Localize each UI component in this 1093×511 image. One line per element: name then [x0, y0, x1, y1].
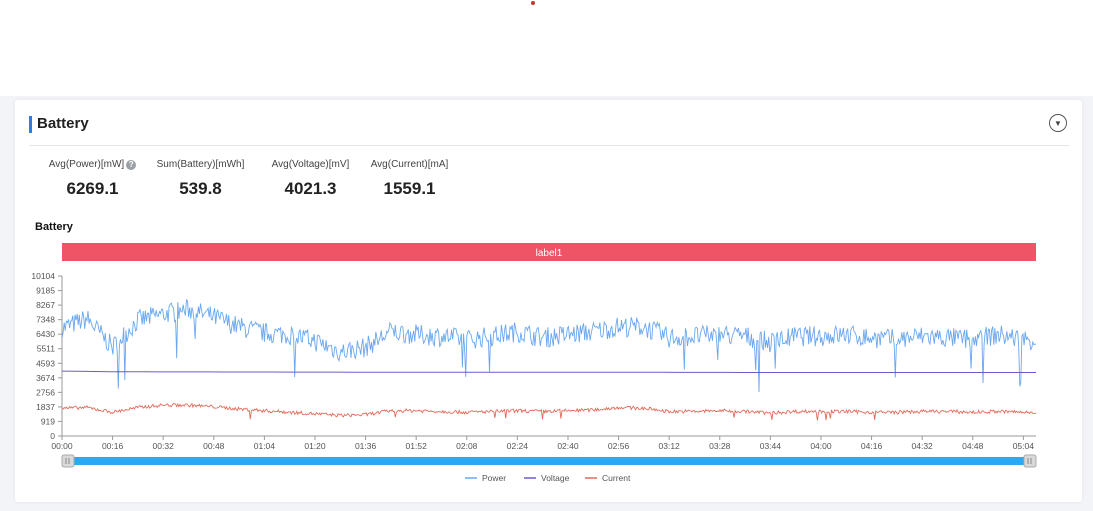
battery-line-chart: label1 0 919 1837 2756 3674 4593 5511 6430 7348 82…: [31, 243, 1037, 483]
metric-label: Avg(Power)[mW]: [48, 159, 125, 170]
metric-label: Sum(Battery)[mWh]: [156, 159, 245, 170]
zoom-slider-handle-left[interactable]: [61, 454, 75, 468]
legend-label-voltage[interactable]: Voltage: [541, 473, 570, 483]
panel-accent-bar: [29, 116, 32, 133]
metric-label: Avg(Voltage)[mV]: [271, 159, 350, 170]
x-tick-label: 01:04: [254, 441, 276, 451]
x-tick-label: 04:00: [810, 441, 832, 451]
panel-title: Battery: [37, 115, 89, 132]
y-tick-label: 7348: [36, 315, 55, 325]
y-tick-label: 919: [41, 416, 55, 426]
y-tick-label: 0: [50, 431, 55, 441]
x-tick-label: 02:08: [456, 441, 478, 451]
metric-label: Avg(Current)[mA]: [370, 159, 449, 170]
x-tick-label: 00:00: [51, 441, 73, 451]
metric-value: 1559.1: [383, 179, 436, 198]
x-tick-label: 01:36: [355, 441, 377, 451]
x-tick-label: 00:32: [153, 441, 175, 451]
x-tick-label: 00:16: [102, 441, 124, 451]
metric-value: 6269.1: [66, 179, 119, 198]
metric-avg-current: Avg(Current)[mA] 1559.1: [362, 159, 457, 199]
x-tick-label: 04:48: [962, 441, 984, 451]
metric-value: 4021.3: [284, 179, 337, 198]
metric-sum-battery: Sum(Battery)[mWh] 539.8: [153, 159, 248, 199]
y-tick-label: 10104: [31, 271, 55, 281]
x-tick-label: 02:40: [557, 441, 579, 451]
y-tick-label: 3674: [36, 373, 55, 383]
panel-header: Battery ▼: [29, 110, 1069, 146]
x-tick-label: 03:12: [659, 441, 681, 451]
zoom-slider-handle-right[interactable]: [1023, 454, 1037, 468]
series-line-current: [61, 402, 1037, 421]
x-tick-label: 04:16: [861, 441, 883, 451]
y-tick-label: 5511: [37, 344, 56, 354]
x-tick-label: 04:32: [912, 441, 934, 451]
y-tick-label: 6430: [36, 329, 55, 339]
chart-title: Battery: [35, 221, 73, 233]
battery-panel: Battery ▼ Avg(Power)[mW]? 6269.1 Sum(Bat…: [15, 100, 1082, 502]
metric-value: 539.8: [179, 179, 222, 198]
series-line-voltage: [61, 370, 1036, 373]
y-tick-label: 2756: [36, 387, 55, 397]
x-tick-label: 03:44: [760, 441, 782, 451]
x-tick-label: 01:20: [304, 441, 326, 451]
annotation-band: [62, 243, 1036, 261]
x-tick-label: 02:24: [507, 441, 529, 451]
x-tick-label: 05:04: [1013, 441, 1035, 451]
help-icon[interactable]: ?: [126, 160, 137, 170]
y-tick-label: 4593: [36, 358, 55, 368]
y-tick-label: 1837: [36, 402, 55, 412]
x-tick-label: 02:56: [608, 441, 630, 451]
chevron-down-icon: ▼: [1054, 118, 1062, 128]
x-tick-label: 03:28: [709, 441, 731, 451]
legend-label-current[interactable]: Current: [602, 473, 631, 483]
series-line-power: [61, 299, 1037, 393]
top-dot-marker: [531, 1, 535, 5]
zoom-slider-track[interactable]: [67, 457, 1035, 465]
x-tick-label: 00:48: [203, 441, 225, 451]
metric-avg-power: Avg(Power)[mW]? 6269.1: [45, 159, 140, 199]
y-tick-label: 9185: [36, 286, 55, 296]
x-tick-label: 01:52: [406, 441, 428, 451]
annotation-band-label: label1: [536, 248, 563, 259]
legend-label-power[interactable]: Power: [482, 473, 506, 483]
collapse-toggle-button[interactable]: ▼: [1049, 114, 1067, 132]
y-tick-label: 8267: [36, 300, 55, 310]
metric-avg-voltage: Avg(Voltage)[mV] 4021.3: [263, 159, 358, 199]
